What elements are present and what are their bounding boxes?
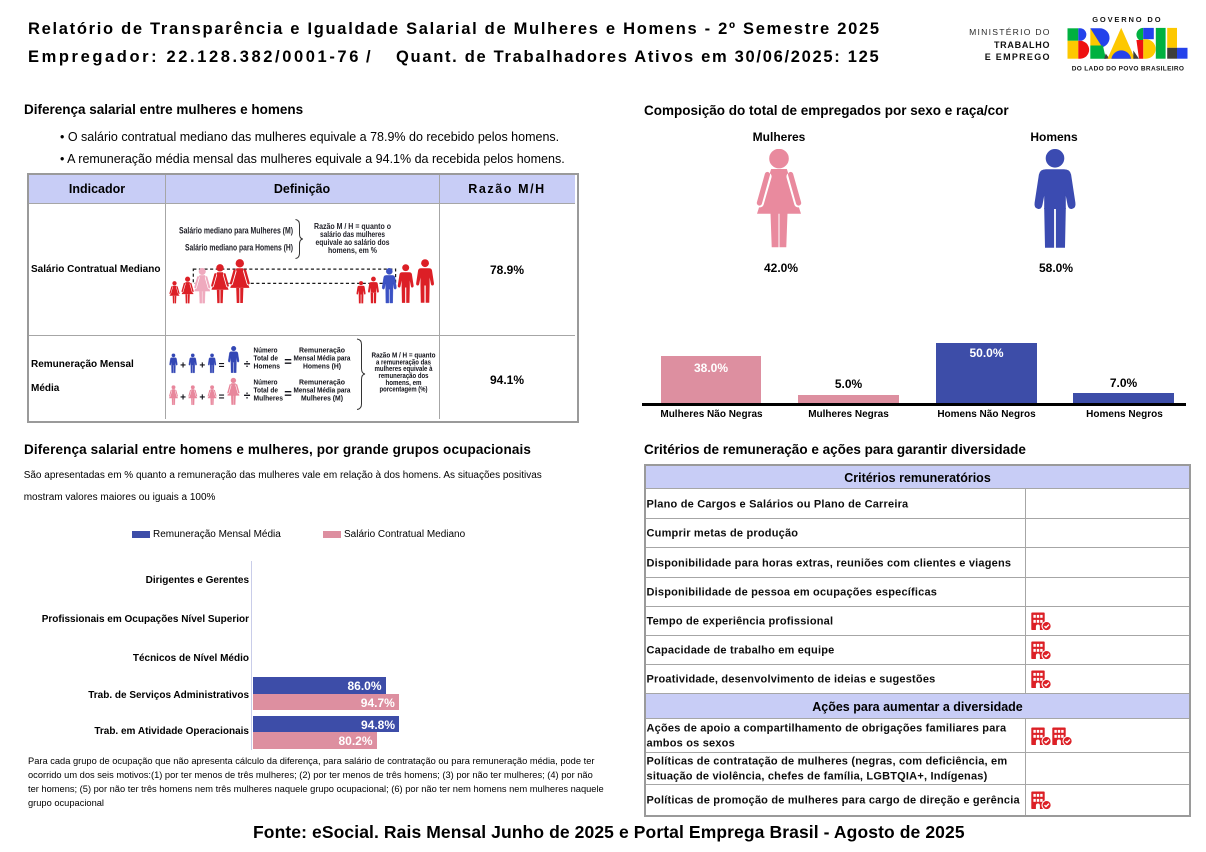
svg-text:equivale ao salário dos: equivale ao salário dos bbox=[316, 238, 391, 247]
svg-text:Remuneração: Remuneração bbox=[299, 377, 345, 386]
svg-text:Homens (H): Homens (H) bbox=[303, 362, 341, 371]
svg-text:homens, em %: homens, em % bbox=[328, 246, 377, 255]
svg-text:Mensal Média para: Mensal Média para bbox=[294, 354, 352, 363]
svg-text:DO LADO DO POVO BRASILEIRO: DO LADO DO POVO BRASILEIRO bbox=[1072, 65, 1185, 72]
svg-text:a remuneração das: a remuneração das bbox=[376, 357, 431, 366]
svg-text:=: = bbox=[219, 392, 225, 403]
svg-text:Mulheres: Mulheres bbox=[254, 393, 284, 402]
svg-text:remuneração dos: remuneração dos bbox=[379, 371, 429, 380]
svg-text:Remuneração: Remuneração bbox=[299, 346, 345, 355]
svg-text:+: + bbox=[180, 361, 186, 372]
svg-text:Razão M / H = quanto o: Razão M / H = quanto o bbox=[314, 222, 391, 231]
svg-text:+: + bbox=[199, 392, 205, 403]
svg-text:Mensal Média para: Mensal Média para bbox=[294, 385, 352, 394]
svg-text:porcentagem (%): porcentagem (%) bbox=[380, 385, 428, 394]
svg-text:+: + bbox=[180, 392, 186, 403]
svg-text:=: = bbox=[284, 386, 292, 401]
svg-text:Mulheres (M): Mulheres (M) bbox=[301, 393, 343, 402]
svg-text:Razão M / H = quanto: Razão M / H = quanto bbox=[372, 351, 436, 360]
svg-text:Salário mediano para Homens (H: Salário mediano para Homens (H) bbox=[185, 243, 293, 253]
svg-text:=: = bbox=[284, 354, 292, 369]
svg-text:salário das mulheres: salário das mulheres bbox=[320, 230, 386, 239]
svg-text:GOVERNO DO: GOVERNO DO bbox=[1092, 15, 1162, 24]
svg-text:Número: Número bbox=[254, 346, 278, 355]
svg-text:÷: ÷ bbox=[244, 389, 251, 403]
svg-text:Total de: Total de bbox=[254, 385, 279, 394]
svg-text:÷: ÷ bbox=[244, 357, 251, 371]
svg-text:homens, em: homens, em bbox=[386, 378, 422, 387]
svg-text:Salário mediano para Mulheres: Salário mediano para Mulheres (M) bbox=[179, 226, 293, 236]
svg-text:mulheres equivale à: mulheres equivale à bbox=[375, 364, 434, 373]
svg-text:=: = bbox=[219, 360, 225, 371]
svg-text:Número: Número bbox=[254, 377, 278, 386]
svg-text:Homens: Homens bbox=[254, 362, 281, 371]
svg-text:+: + bbox=[199, 361, 205, 372]
svg-text:Total de: Total de bbox=[254, 354, 279, 363]
